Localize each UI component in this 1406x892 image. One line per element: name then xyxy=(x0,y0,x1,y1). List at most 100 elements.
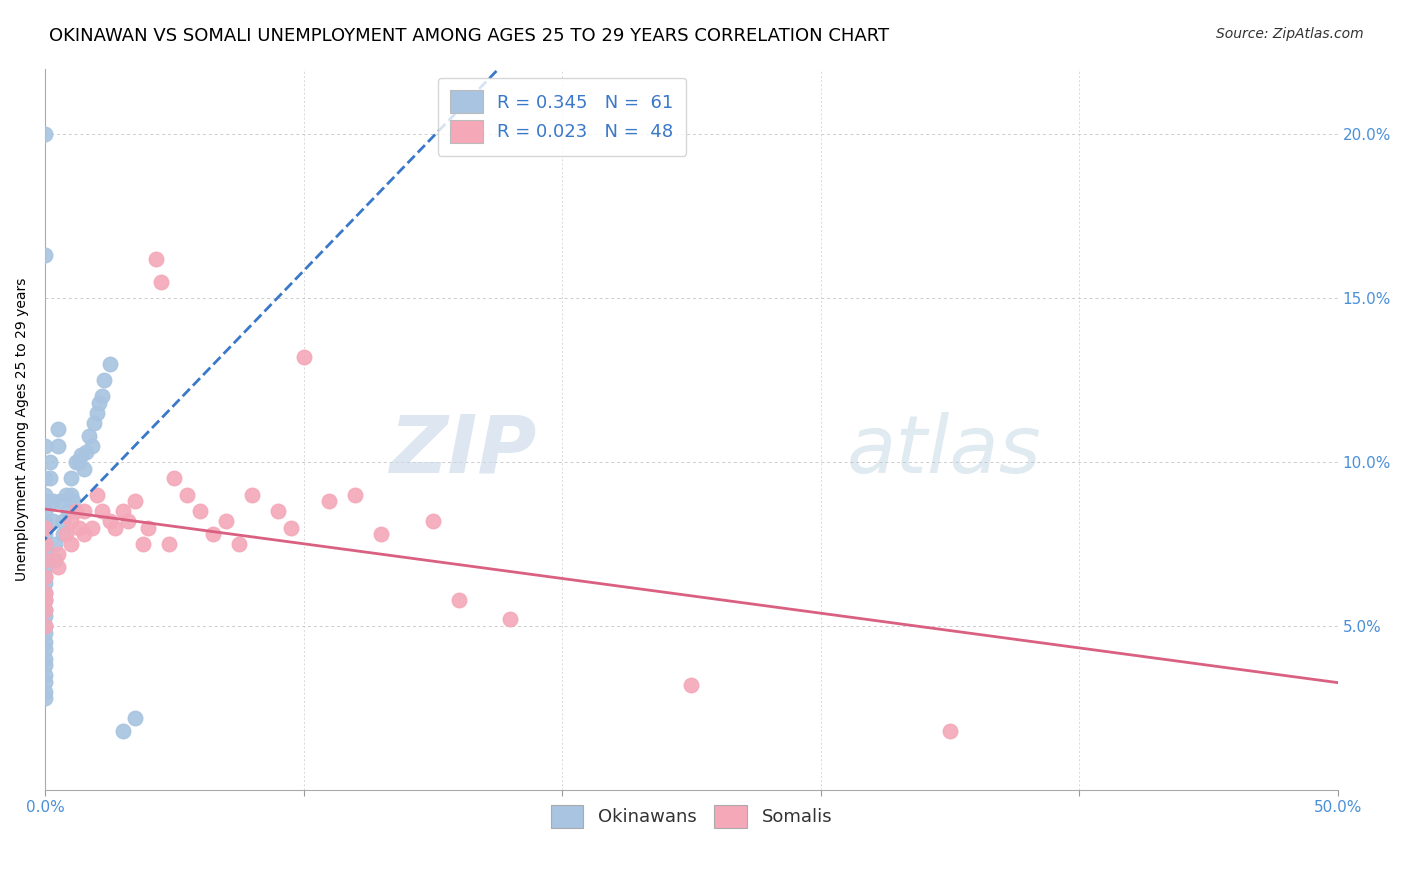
Point xyxy=(34,570,56,584)
Point xyxy=(46,547,69,561)
Point xyxy=(46,439,69,453)
Point xyxy=(98,514,121,528)
Point xyxy=(34,543,56,558)
Point xyxy=(75,445,97,459)
Point xyxy=(292,350,315,364)
Point xyxy=(34,658,56,673)
Point xyxy=(46,560,69,574)
Point xyxy=(202,527,225,541)
Point xyxy=(59,514,82,528)
Point xyxy=(59,471,82,485)
Point xyxy=(67,455,90,469)
Point xyxy=(34,602,56,616)
Point xyxy=(34,609,56,624)
Point xyxy=(39,455,62,469)
Point xyxy=(44,537,66,551)
Point xyxy=(80,520,103,534)
Point xyxy=(98,357,121,371)
Point xyxy=(86,488,108,502)
Point xyxy=(499,612,522,626)
Point xyxy=(34,514,56,528)
Point xyxy=(34,439,56,453)
Point xyxy=(145,252,167,266)
Point xyxy=(104,520,127,534)
Y-axis label: Unemployment Among Ages 25 to 29 years: Unemployment Among Ages 25 to 29 years xyxy=(15,277,30,581)
Point xyxy=(34,488,56,502)
Point xyxy=(67,520,90,534)
Point xyxy=(447,592,470,607)
Point xyxy=(77,429,100,443)
Point xyxy=(52,514,75,528)
Point xyxy=(39,471,62,485)
Point xyxy=(138,520,160,534)
Point xyxy=(34,602,56,616)
Point xyxy=(176,488,198,502)
Point xyxy=(34,127,56,141)
Point xyxy=(34,674,56,689)
Point xyxy=(42,514,65,528)
Point xyxy=(46,422,69,436)
Point xyxy=(34,586,56,600)
Point xyxy=(86,406,108,420)
Point xyxy=(90,504,112,518)
Point xyxy=(55,527,77,541)
Point xyxy=(124,711,146,725)
Point xyxy=(280,520,302,534)
Point xyxy=(240,488,263,502)
Point xyxy=(163,471,186,485)
Point xyxy=(34,641,56,656)
Point xyxy=(93,373,115,387)
Point xyxy=(90,389,112,403)
Point xyxy=(34,592,56,607)
Point xyxy=(132,537,155,551)
Point xyxy=(34,635,56,649)
Point xyxy=(34,520,56,534)
Point xyxy=(55,488,77,502)
Text: atlas: atlas xyxy=(846,412,1042,490)
Point xyxy=(65,455,87,469)
Point xyxy=(150,275,173,289)
Point xyxy=(34,625,56,640)
Point xyxy=(59,537,82,551)
Point xyxy=(34,553,56,567)
Point xyxy=(34,504,56,518)
Point xyxy=(58,504,80,518)
Point xyxy=(34,560,56,574)
Point xyxy=(44,553,66,567)
Point xyxy=(266,504,288,518)
Point xyxy=(80,439,103,453)
Point xyxy=(34,537,56,551)
Point xyxy=(34,576,56,591)
Point xyxy=(34,248,56,262)
Point xyxy=(34,668,56,682)
Point xyxy=(34,471,56,485)
Point xyxy=(157,537,180,551)
Point xyxy=(34,586,56,600)
Point xyxy=(111,723,134,738)
Point xyxy=(83,416,105,430)
Point xyxy=(52,527,75,541)
Point xyxy=(34,537,56,551)
Point xyxy=(34,592,56,607)
Legend: Okinawans, Somalis: Okinawans, Somalis xyxy=(544,797,839,835)
Point xyxy=(111,504,134,518)
Point xyxy=(34,553,56,567)
Text: Source: ZipAtlas.com: Source: ZipAtlas.com xyxy=(1216,27,1364,41)
Text: OKINAWAN VS SOMALI UNEMPLOYMENT AMONG AGES 25 TO 29 YEARS CORRELATION CHART: OKINAWAN VS SOMALI UNEMPLOYMENT AMONG AG… xyxy=(49,27,890,45)
Point xyxy=(370,527,392,541)
Point xyxy=(65,504,87,518)
Point xyxy=(34,691,56,706)
Point xyxy=(73,461,96,475)
Point xyxy=(188,504,211,518)
Text: ZIP: ZIP xyxy=(389,412,536,490)
Point xyxy=(34,619,56,633)
Point xyxy=(215,514,238,528)
Point xyxy=(34,619,56,633)
Point xyxy=(73,527,96,541)
Point xyxy=(939,723,962,738)
Point xyxy=(89,396,111,410)
Point xyxy=(59,488,82,502)
Point xyxy=(681,678,703,692)
Point xyxy=(422,514,444,528)
Point xyxy=(73,504,96,518)
